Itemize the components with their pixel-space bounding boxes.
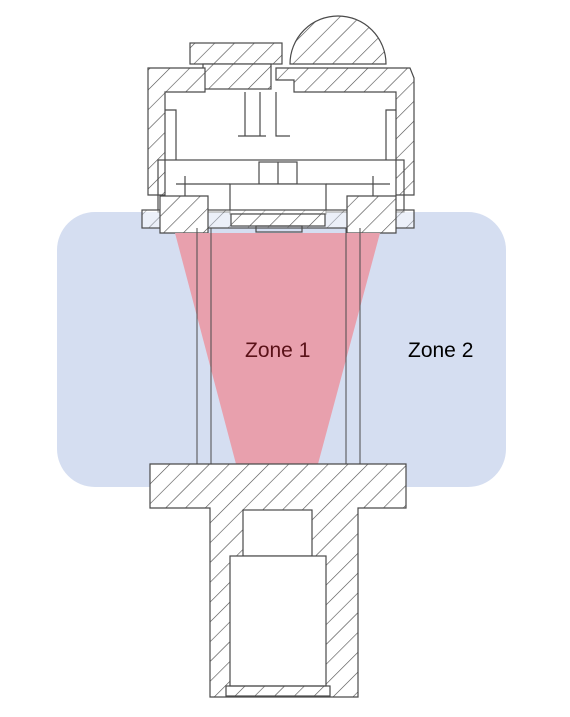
interface-layer xyxy=(141,195,415,234)
center-ring xyxy=(230,213,326,227)
top-block xyxy=(202,63,272,90)
bottom-fitting xyxy=(149,463,407,698)
zone1-region xyxy=(175,233,380,464)
left-wedge xyxy=(159,195,209,234)
zone2-label: Zone 2 xyxy=(408,339,474,362)
top-plate xyxy=(189,42,283,65)
top-housing xyxy=(147,15,415,215)
housing-wall-left xyxy=(147,67,206,196)
zone1-label: Zone 1 xyxy=(245,339,311,362)
right-wedge xyxy=(346,195,397,234)
column-lines xyxy=(196,228,361,464)
stem-bore-upper xyxy=(242,509,313,557)
stem-bore xyxy=(229,555,327,687)
housing-wall-right xyxy=(275,67,415,196)
dome-cap xyxy=(289,15,387,65)
